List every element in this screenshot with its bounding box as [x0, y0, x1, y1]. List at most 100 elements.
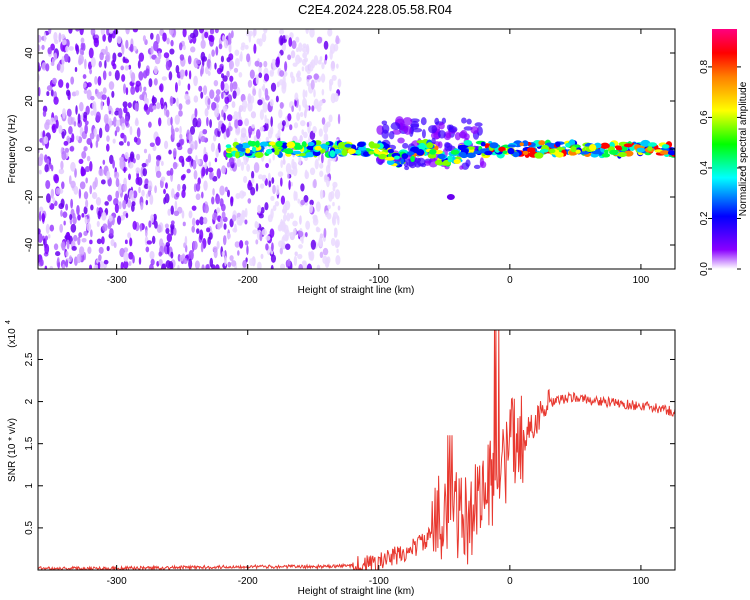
spectrogram-cell	[344, 143, 352, 148]
spectrogram-cell	[65, 82, 70, 89]
x-tick-label: 0	[507, 576, 513, 587]
spectrogram-cell	[223, 131, 227, 140]
spectrogram-cell	[305, 29, 309, 35]
spectrogram-cell	[172, 148, 177, 158]
spectrogram-cell	[659, 150, 670, 155]
spectrogram-cell	[291, 40, 297, 50]
spectrogram-cell	[124, 239, 128, 245]
spectrogram-cell	[112, 52, 117, 63]
spectrogram-cell	[373, 148, 379, 154]
spectrogram-cell	[53, 31, 58, 42]
spectrogram-cell	[75, 105, 78, 115]
spectrogram-cell	[253, 43, 257, 54]
spectrogram-cell	[112, 138, 116, 144]
spectrogram-cell	[426, 142, 434, 149]
spectrogram-cell	[108, 215, 113, 222]
spectrogram-cell	[287, 54, 292, 61]
spectrogram-cell	[232, 81, 238, 90]
spectrogram-cell	[48, 29, 52, 35]
spectrogram-cell	[305, 220, 311, 230]
spectrogram-cell	[49, 203, 55, 210]
spectrogram-cell	[212, 175, 218, 182]
spectrogram-cell	[98, 246, 104, 254]
spectrogram-cell	[100, 261, 104, 269]
spectrogram-cell	[203, 180, 208, 191]
spectrogram-cell	[160, 103, 164, 110]
spectrogram-cell	[459, 165, 464, 170]
spectrogram-cell	[70, 180, 76, 189]
spectrogram-cell	[326, 212, 332, 220]
spectrogram-cell	[129, 126, 133, 136]
spectrogram-cell	[148, 220, 152, 228]
spectrogram-cell	[170, 205, 174, 215]
spectrogram-cell	[170, 223, 175, 230]
spectrogram-cell	[272, 204, 277, 212]
spectrogram-cell	[507, 144, 517, 148]
spectrogram-cell	[165, 260, 171, 269]
spectrogram-cell	[132, 190, 138, 199]
spectrogram-cell	[177, 183, 181, 192]
spectrogram-cell	[263, 73, 270, 82]
spectrogram-cell	[116, 35, 122, 44]
spectrogram-cell	[453, 158, 461, 164]
spectrogram-cell	[148, 78, 153, 88]
spectrogram-cell	[78, 158, 84, 164]
spectrogram-cell	[320, 143, 328, 149]
spectrogram-cell	[156, 154, 162, 161]
spectrogram-cell	[303, 109, 307, 119]
spectrogram-cell	[80, 166, 84, 177]
spectrogram-cell	[214, 107, 220, 118]
spectrogram-cell	[95, 140, 99, 148]
spectrogram-cell	[259, 109, 265, 121]
spectrogram-cell	[215, 46, 219, 56]
spectrogram-panel	[38, 29, 675, 269]
spectrogram-cell	[316, 264, 321, 269]
spectrogram-cell	[123, 260, 129, 269]
spectrogram-cell	[362, 151, 370, 157]
spectrogram-cell	[538, 140, 546, 146]
spectrogram-cell	[200, 91, 204, 99]
spectrogram-cell	[66, 239, 70, 250]
x-tick-label: -300	[107, 576, 127, 587]
spectrogram-cell	[175, 191, 180, 198]
spectrogram-cell	[146, 240, 153, 245]
spectrogram-cell	[78, 232, 83, 238]
spectrogram-cell	[215, 148, 219, 158]
spectrogram-cell	[79, 29, 84, 36]
spectrogram-cell	[110, 239, 115, 247]
spectrogram-cell	[438, 122, 445, 130]
colorbar-tick-label: 0.2	[699, 211, 710, 225]
spectrogram-cell	[276, 184, 280, 196]
spectrogram-cell	[60, 209, 63, 217]
spectrogram-cell	[160, 263, 167, 269]
spectrogram-cell	[163, 197, 167, 205]
spectrogram-cell	[434, 117, 440, 125]
spectrogram-cell	[258, 88, 262, 99]
spectrogram-cell	[473, 150, 482, 155]
spectrogram-cell	[216, 207, 221, 214]
spectrogram-cell	[134, 102, 139, 112]
spectrogram-cell	[318, 128, 323, 137]
spectrogram-cell	[250, 111, 257, 119]
spectrogram-cell	[158, 117, 162, 127]
spectrogram-cell	[239, 239, 244, 249]
spectrogram-cell	[244, 240, 249, 246]
spectrogram-xlabel: Height of straight line (km)	[298, 285, 415, 296]
spectrogram-cell	[214, 29, 219, 34]
spectrogram-cell	[287, 172, 290, 179]
spectrogram-cell	[466, 152, 476, 159]
spectrogram-cell	[288, 179, 291, 190]
spectrogram-cell	[123, 106, 128, 114]
spectrogram-cell	[204, 31, 209, 39]
spectrogram-cell	[210, 142, 215, 153]
spectrogram-cell	[247, 100, 253, 112]
spectrogram-cell	[105, 51, 111, 63]
spectrogram-cell	[112, 63, 117, 70]
spectrogram-cell	[46, 158, 50, 166]
spectrogram-cell	[71, 133, 75, 143]
spectrogram-cell	[47, 234, 51, 239]
spectrogram-cell	[215, 264, 220, 269]
spectrogram-cell	[120, 132, 125, 139]
spectrogram-cell	[51, 123, 57, 134]
spectrogram-cell	[128, 173, 131, 181]
